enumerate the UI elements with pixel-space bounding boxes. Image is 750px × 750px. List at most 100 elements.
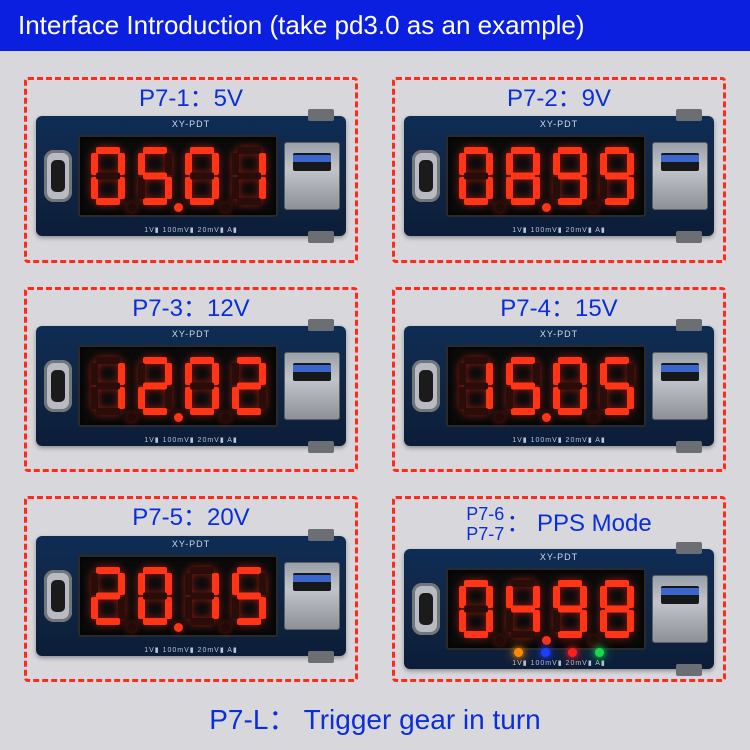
tact-button-top[interactable] — [308, 319, 334, 331]
status-led — [514, 648, 523, 657]
cell-label: P7-4：15V — [500, 296, 617, 322]
module-cell: P7-6P7-7： PPS Mode 1V▮ 100mV▮ 20mV▮ A▮ — [392, 496, 726, 682]
usb-a-port — [652, 352, 708, 420]
led-display — [78, 135, 278, 217]
seven-seg-digit — [553, 357, 587, 415]
page-title: Interface Introduction (take pd3.0 as an… — [0, 0, 750, 51]
led-display — [446, 568, 646, 650]
pcb-module: 1V▮ 100mV▮ 20mV▮ A▮ — [36, 116, 346, 236]
silkscreen-scale: 1V▮ 100mV▮ 20mV▮ A▮ — [512, 659, 606, 667]
usb-a-port — [652, 142, 708, 210]
usb-a-port — [284, 142, 340, 210]
seven-seg-digit — [185, 357, 219, 415]
tact-button-bottom[interactable] — [676, 664, 702, 676]
decimal-dot — [127, 203, 136, 212]
seven-seg-digit — [506, 147, 540, 205]
decimal-dot — [495, 413, 504, 422]
tact-button-top[interactable] — [676, 109, 702, 121]
cell-label: P7-1：5V — [139, 86, 243, 112]
cell-label: P7-6P7-7： PPS Mode — [466, 505, 651, 545]
seven-seg-digit — [553, 580, 587, 638]
usb-c-port — [412, 583, 440, 635]
tact-button-top[interactable] — [676, 319, 702, 331]
tact-button-top[interactable] — [308, 109, 334, 121]
silkscreen-scale: 1V▮ 100mV▮ 20mV▮ A▮ — [144, 226, 238, 234]
decimal-dot — [495, 636, 504, 645]
decimal-dot — [174, 413, 183, 422]
decimal-dot — [127, 623, 136, 632]
seven-seg-digit — [232, 147, 266, 205]
usb-a-port — [284, 562, 340, 630]
usb-c-port — [44, 150, 72, 202]
silkscreen-scale: 1V▮ 100mV▮ 20mV▮ A▮ — [512, 436, 606, 444]
seven-seg-digit — [553, 147, 587, 205]
silkscreen-scale: 1V▮ 100mV▮ 20mV▮ A▮ — [144, 436, 238, 444]
tact-button-top[interactable] — [676, 542, 702, 554]
seven-seg-digit — [232, 567, 266, 625]
pcb-module: 1V▮ 100mV▮ 20mV▮ A▮ — [404, 116, 714, 236]
seven-seg-digit — [185, 147, 219, 205]
seven-seg-digit — [91, 147, 125, 205]
seven-seg-digit — [459, 147, 493, 205]
status-led-row — [514, 648, 604, 657]
seven-seg-digit — [185, 567, 219, 625]
usb-c-port — [412, 360, 440, 412]
silkscreen-scale: 1V▮ 100mV▮ 20mV▮ A▮ — [144, 646, 238, 654]
tact-button-bottom[interactable] — [676, 231, 702, 243]
usb-c-port — [412, 150, 440, 202]
decimal-dot — [589, 636, 598, 645]
cell-label: P7-3：12V — [132, 296, 249, 322]
decimal-dot — [221, 623, 230, 632]
decimal-dot — [221, 413, 230, 422]
pcb-module: 1V▮ 100mV▮ 20mV▮ A▮ — [36, 536, 346, 656]
module-cell: P7-2：9V 1V▮ 100mV▮ 20mV▮ A▮ — [392, 77, 726, 263]
decimal-dot — [127, 413, 136, 422]
decimal-dot — [221, 203, 230, 212]
seven-seg-digit — [232, 357, 266, 415]
decimal-dot — [589, 413, 598, 422]
seven-seg-digit — [138, 147, 172, 205]
footer-note: P7-L： Trigger gear in turn — [0, 698, 750, 738]
decimal-dot — [542, 413, 551, 422]
seven-seg-digit — [91, 567, 125, 625]
seven-seg-digit — [506, 357, 540, 415]
pcb-module: 1V▮ 100mV▮ 20mV▮ A▮ — [404, 326, 714, 446]
seven-seg-digit — [459, 580, 493, 638]
tact-button-bottom[interactable] — [676, 441, 702, 453]
seven-seg-digit — [600, 147, 634, 205]
decimal-dot — [589, 203, 598, 212]
usb-a-port — [284, 352, 340, 420]
module-cell: P7-5：20V 1V▮ 100mV▮ 20mV▮ A▮ — [24, 496, 358, 682]
status-led — [541, 648, 550, 657]
tact-button-top[interactable] — [308, 529, 334, 541]
decimal-dot — [542, 636, 551, 645]
cell-label: P7-2：9V — [507, 86, 611, 112]
status-led — [568, 648, 577, 657]
tact-button-bottom[interactable] — [308, 231, 334, 243]
module-cell: P7-1：5V 1V▮ 100mV▮ 20mV▮ A▮ — [24, 77, 358, 263]
led-display — [446, 135, 646, 217]
usb-a-port — [652, 575, 708, 643]
decimal-dot — [174, 203, 183, 212]
led-display — [446, 345, 646, 427]
module-cell: P7-3：12V 1V▮ 100mV▮ 20mV▮ A▮ — [24, 287, 358, 473]
seven-seg-digit — [600, 357, 634, 415]
tact-button-bottom[interactable] — [308, 441, 334, 453]
seven-seg-digit — [600, 580, 634, 638]
tact-button-bottom[interactable] — [308, 651, 334, 663]
silkscreen-scale: 1V▮ 100mV▮ 20mV▮ A▮ — [512, 226, 606, 234]
seven-seg-digit — [138, 357, 172, 415]
seven-seg-digit — [138, 567, 172, 625]
pcb-module: 1V▮ 100mV▮ 20mV▮ A▮ — [404, 549, 714, 669]
usb-c-port — [44, 360, 72, 412]
pcb-module: 1V▮ 100mV▮ 20mV▮ A▮ — [36, 326, 346, 446]
seven-seg-digit — [459, 357, 493, 415]
status-led — [595, 648, 604, 657]
seven-seg-digit — [91, 357, 125, 415]
decimal-dot — [542, 203, 551, 212]
usb-c-port — [44, 570, 72, 622]
led-display — [78, 555, 278, 637]
cell-label: P7-5：20V — [132, 505, 249, 531]
seven-seg-digit — [506, 580, 540, 638]
decimal-dot — [495, 203, 504, 212]
